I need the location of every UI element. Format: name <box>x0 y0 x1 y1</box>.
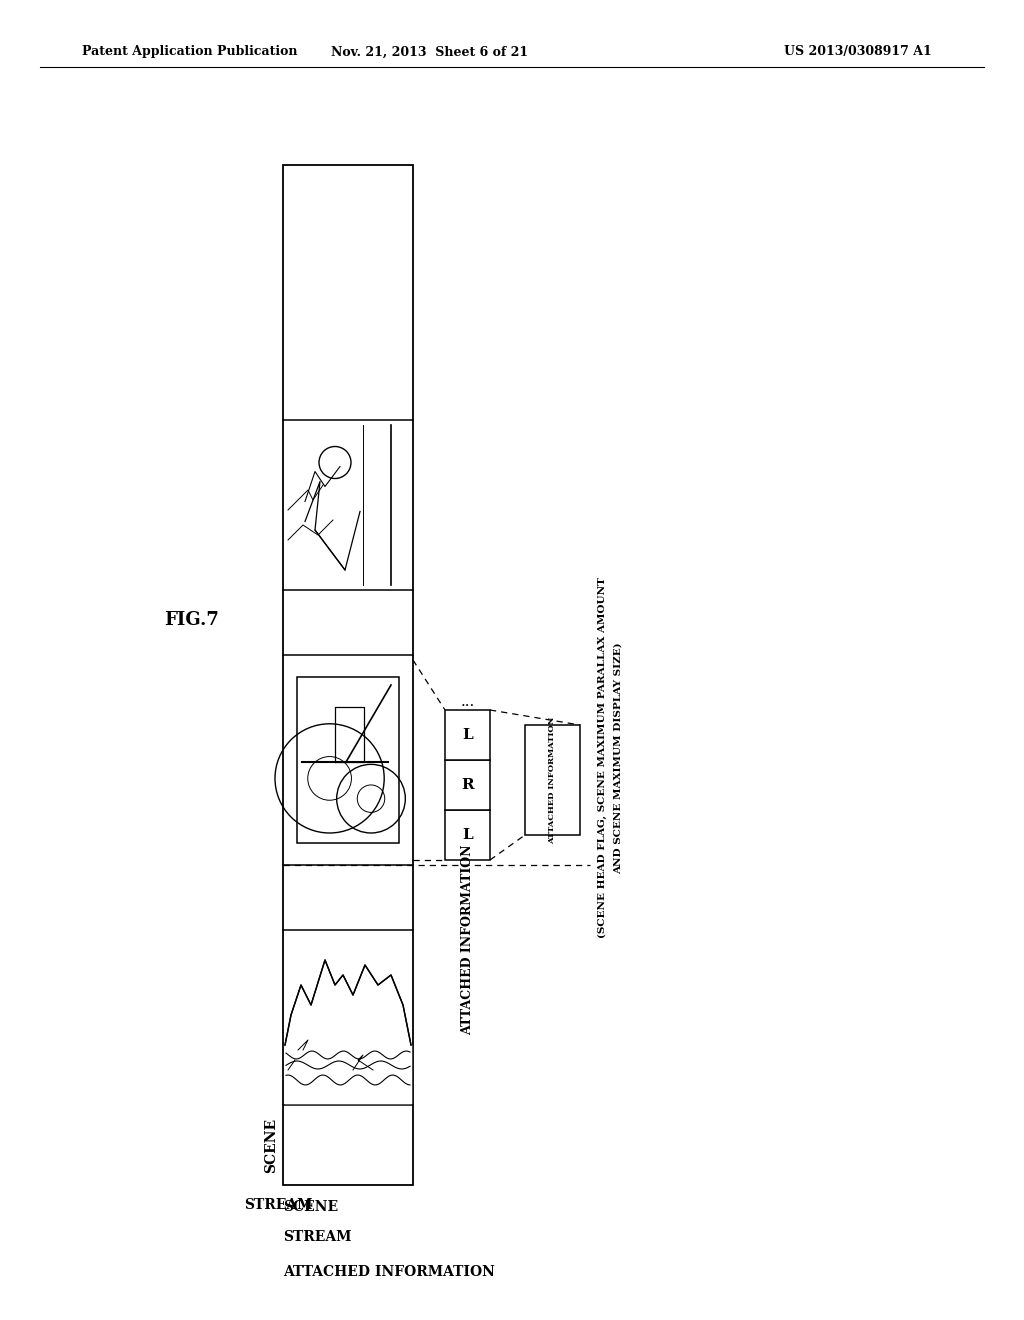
Text: US 2013/0308917 A1: US 2013/0308917 A1 <box>784 45 932 58</box>
Bar <box>283 165 413 1185</box>
Bar <box>445 810 490 861</box>
Text: STREAM: STREAM <box>244 1199 312 1212</box>
Text: R: R <box>461 777 474 792</box>
Text: Patent Application Publication: Patent Application Publication <box>82 45 298 58</box>
Bar <box>445 760 490 810</box>
Text: FIG.7: FIG.7 <box>165 611 219 630</box>
Text: STREAM: STREAM <box>283 1230 351 1243</box>
Text: Nov. 21, 2013  Sheet 6 of 21: Nov. 21, 2013 Sheet 6 of 21 <box>332 45 528 58</box>
Bar <box>297 677 399 843</box>
Text: L: L <box>462 729 473 742</box>
Bar <box>284 421 412 589</box>
Text: SCENE: SCENE <box>283 1200 338 1214</box>
Text: (SCENE HEAD FLAG, SCENE MAXIMUM PARALLAX AMOUNT: (SCENE HEAD FLAG, SCENE MAXIMUM PARALLAX… <box>598 578 607 939</box>
Text: AND SCENE MAXIMUM DISPLAY SIZE): AND SCENE MAXIMUM DISPLAY SIZE) <box>614 643 623 874</box>
Bar <box>445 710 490 760</box>
Bar <box>525 725 580 836</box>
Bar <box>284 656 412 865</box>
Text: L: L <box>462 828 473 842</box>
Text: ATTACHED INFORMATION: ATTACHED INFORMATION <box>461 845 474 1035</box>
Text: ...: ... <box>461 696 475 709</box>
Text: SCENE: SCENE <box>264 1118 278 1172</box>
Text: ATTACHED INFORMATION: ATTACHED INFORMATION <box>283 1265 495 1279</box>
Text: ATTACHED INFORMATION: ATTACHED INFORMATION <box>549 717 556 843</box>
Bar <box>284 931 412 1104</box>
